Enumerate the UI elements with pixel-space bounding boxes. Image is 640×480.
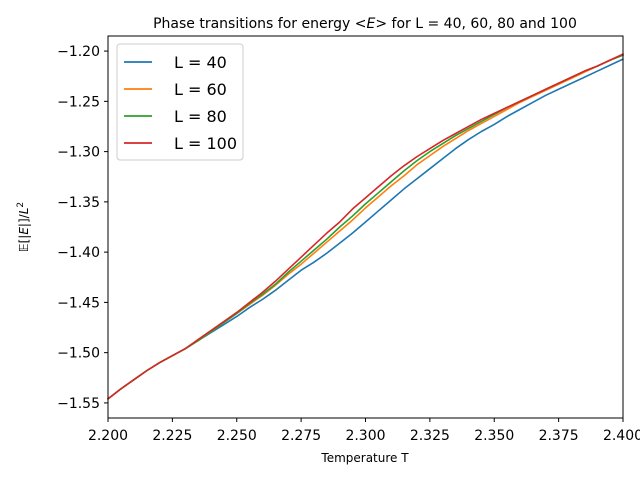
legend-label-1: L = 60 [174,80,227,99]
x-tick-label: 2.325 [410,428,450,444]
chart-title: Phase transitions for energy <E> for L =… [153,16,577,32]
x-axis-label: Temperature T [320,451,409,465]
x-tick-label: 2.200 [88,428,128,444]
y-tick-label: −1.55 [57,396,100,412]
legend-label-3: L = 100 [174,134,237,153]
y-tick-label: −1.20 [57,44,100,60]
x-tick-label: 2.400 [603,428,640,444]
x-axis: 2.200 2.225 2.250 2.275 2.300 2.325 2.350 2.375… [88,418,640,444]
series-layer [107,53,624,400]
legend-label-2: L = 80 [174,107,227,126]
y-tick-label: −1.35 [57,195,100,211]
legend-box [116,43,244,161]
x-tick-label: 2.250 [217,428,257,444]
y-tick-label: −1.40 [57,245,100,261]
y-axis-label: 𝔼[|E|]/L2 [16,202,31,252]
y-axis: −1.55 −1.50 −1.45 −1.40 −1.35 −1.30 −1.25 −1.20 [57,44,108,412]
x-tick-label: 2.350 [474,428,514,444]
y-tick-label: −1.30 [57,145,100,161]
legend: L = 40 L = 60 L = 80 L = 100 [116,43,244,161]
x-tick-label: 2.225 [152,428,192,444]
legend-label-0: L = 40 [174,53,227,72]
y-tick-label: −1.50 [57,346,100,362]
y-tick-label: −1.45 [57,295,100,311]
series-line-3 [107,53,624,400]
x-tick-label: 2.375 [539,428,579,444]
x-tick-label: 2.300 [345,428,385,444]
x-tick-label: 2.275 [281,428,321,444]
y-tick-label: −1.25 [57,94,100,110]
